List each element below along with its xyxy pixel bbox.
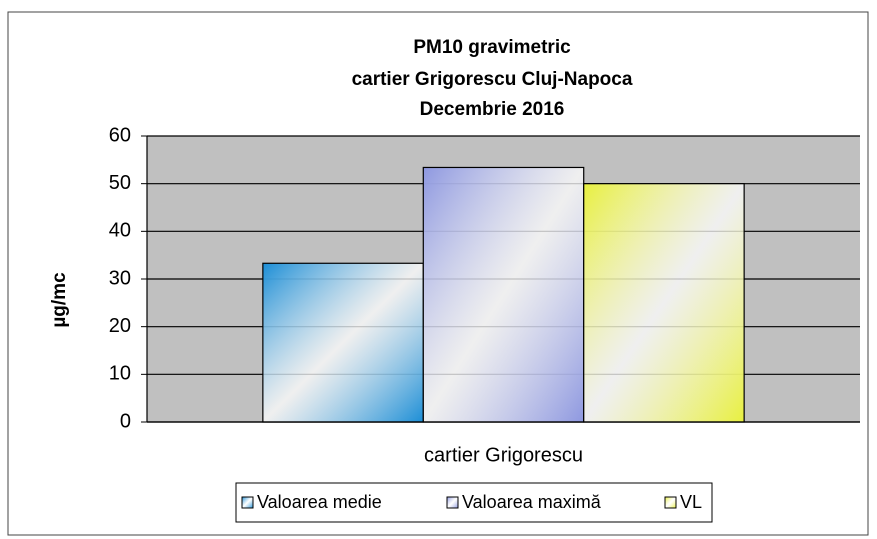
legend (235, 482, 713, 523)
y-tick-label: 30 (109, 267, 131, 289)
bar (262, 262, 424, 423)
chart-title: cartier Grigorescu Cluj-Napoca (352, 69, 633, 90)
y-tick-label: 20 (109, 315, 131, 337)
chart-title: Decembrie 2016 (420, 99, 565, 120)
y-tick-label: 60 (109, 124, 131, 146)
y-axis-title: µg/mc (49, 272, 70, 328)
legend-swatch (664, 496, 677, 509)
y-tick-label: 40 (109, 220, 131, 242)
legend-label: Valoarea medie (257, 492, 382, 512)
y-tick-label: 10 (109, 363, 131, 385)
legend-swatch (241, 496, 254, 509)
bar (583, 183, 745, 423)
legend-label: VL (680, 492, 702, 512)
y-tick-label: 50 (109, 172, 131, 194)
legend-label: Valoarea maximă (462, 492, 602, 512)
y-tick-label: 0 (120, 410, 131, 432)
legend-swatch (446, 496, 459, 509)
x-tick-label: cartier Grigorescu (424, 444, 583, 466)
bar (422, 166, 585, 423)
chart-title: PM10 gravimetric (413, 37, 571, 58)
